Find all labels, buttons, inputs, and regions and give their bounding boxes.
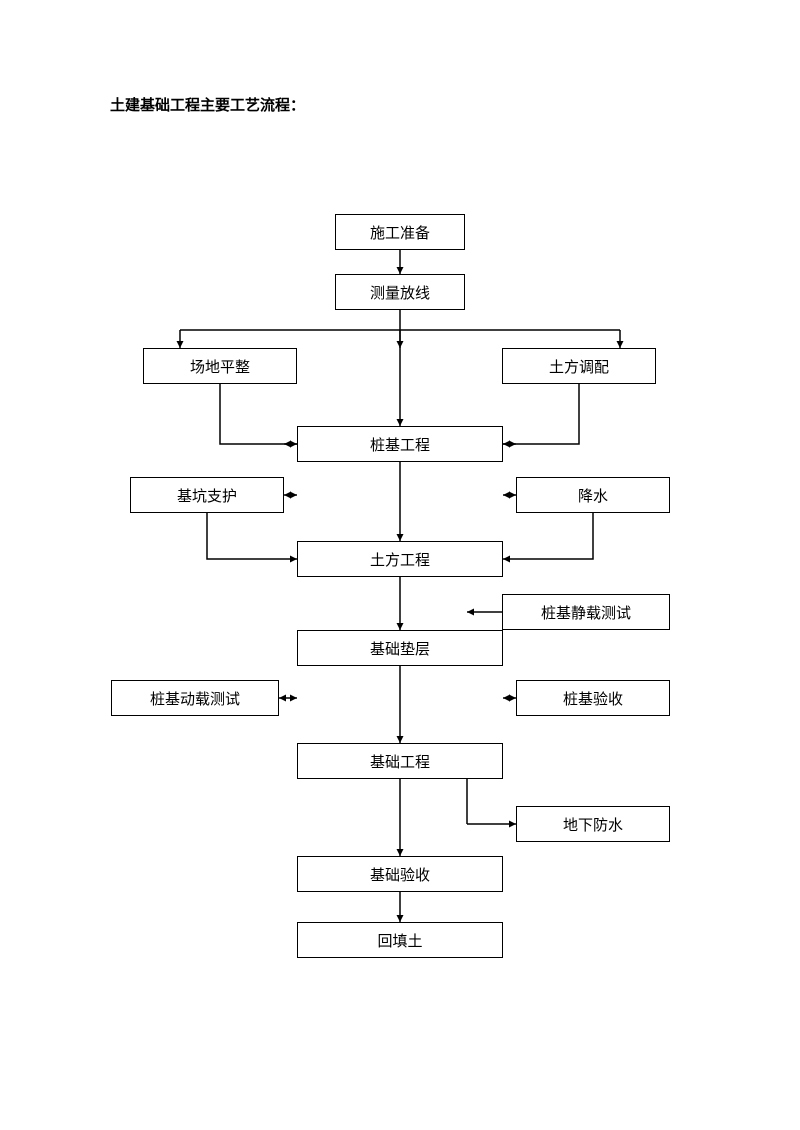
node-support: 基坑支护 — [130, 477, 284, 513]
node-foundation: 基础工程 — [297, 743, 503, 779]
node-static_test: 桩基静载测试 — [502, 594, 670, 630]
node-survey: 测量放线 — [335, 274, 465, 310]
node-dewater: 降水 — [516, 477, 670, 513]
node-bedding: 基础垫层 — [297, 630, 503, 666]
node-prep: 施工准备 — [335, 214, 465, 250]
page-title: 土建基础工程主要工艺流程： — [110, 94, 305, 115]
node-earth_dist: 土方调配 — [502, 348, 656, 384]
node-found_accept: 基础验收 — [297, 856, 503, 892]
node-earth: 土方工程 — [297, 541, 503, 577]
node-waterproof: 地下防水 — [516, 806, 670, 842]
node-pile_accept: 桩基验收 — [516, 680, 670, 716]
node-pile: 桩基工程 — [297, 426, 503, 462]
node-dyn_test: 桩基动载测试 — [111, 680, 279, 716]
node-backfill: 回填土 — [297, 922, 503, 958]
node-level: 场地平整 — [143, 348, 297, 384]
